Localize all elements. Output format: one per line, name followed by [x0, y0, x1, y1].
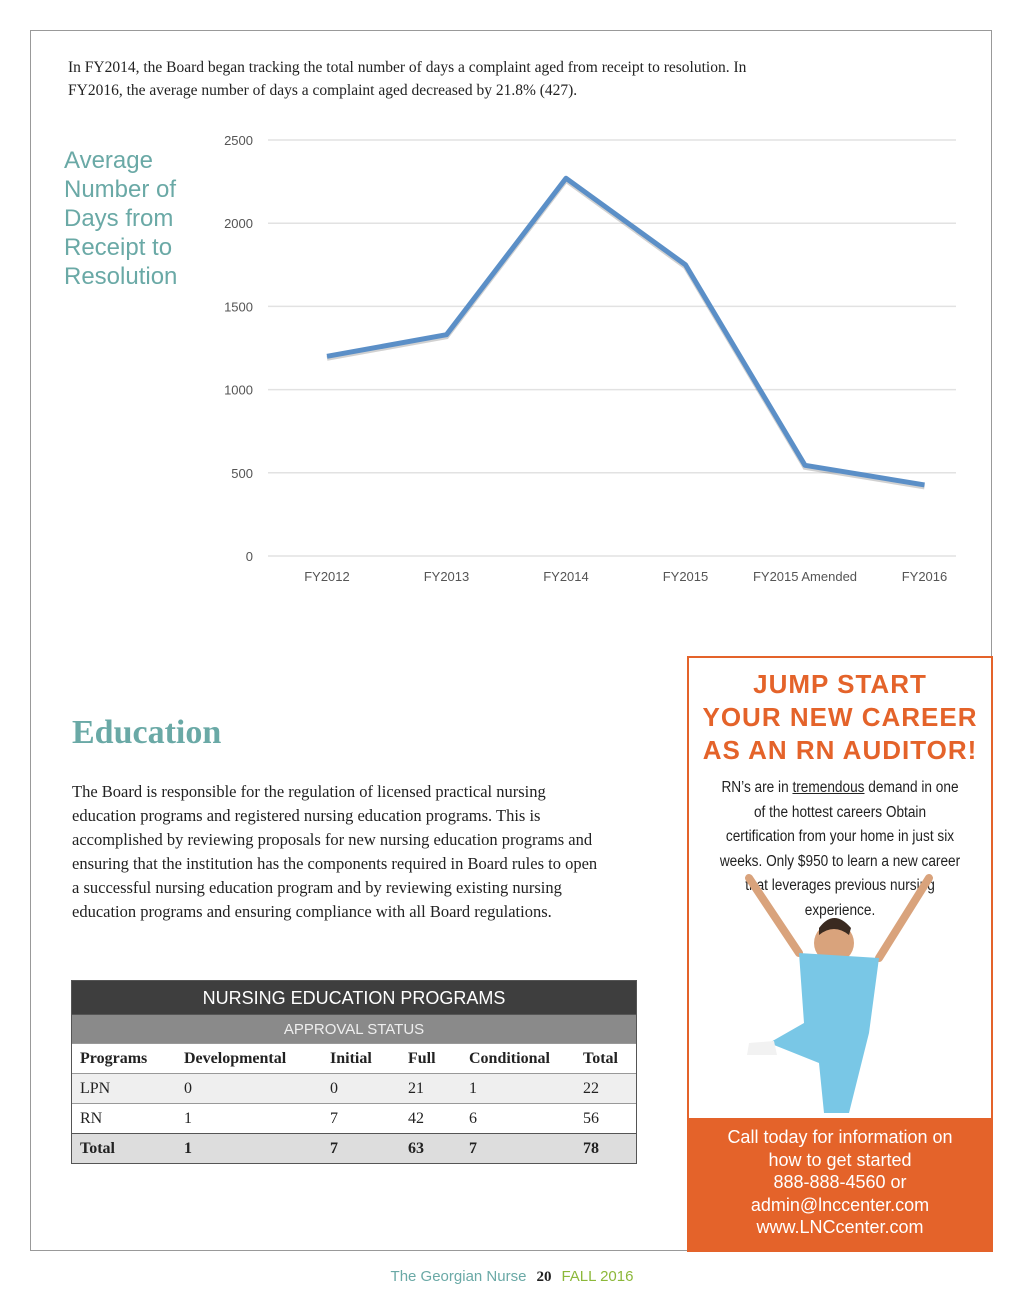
- cell: 78: [583, 1140, 599, 1157]
- publication-name: The Georgian Nurse: [390, 1268, 527, 1285]
- cell: 6: [469, 1110, 477, 1127]
- cell: LPN: [80, 1080, 111, 1097]
- ad-contact-line: how to get started: [768, 1149, 912, 1170]
- cell: 7: [330, 1110, 338, 1127]
- jumping-nurse-image: [745, 874, 933, 1113]
- series-line-shadow: [326, 176, 925, 490]
- education-heading: Education: [72, 714, 222, 751]
- x-tick-label: FY2015 Amended: [753, 569, 857, 584]
- header-cell: Programs: [80, 1050, 148, 1067]
- y-tick-label: 500: [231, 466, 253, 481]
- education-body: The Board is responsible for the regulat…: [72, 782, 598, 921]
- ad-email[interactable]: admin@lnccenter.com: [750, 1194, 930, 1215]
- header-cell: Full: [408, 1050, 436, 1067]
- rn-auditor-advertisement[interactable]: JUMP START YOUR NEW CAREER AS AN RN AUDI…: [687, 656, 993, 1252]
- y-tick-label: 0: [246, 549, 253, 564]
- ad-headline: JUMP START YOUR NEW CAREER AS AN RN AUDI…: [689, 668, 991, 767]
- y-tick-label: 1000: [224, 383, 253, 398]
- ad-body: RN’s are in tremendous demand in one of …: [719, 776, 960, 923]
- ad-website[interactable]: www.LNCcenter.com: [756, 1217, 924, 1237]
- header-cell: Developmental: [184, 1050, 287, 1067]
- table-subtitle: APPROVAL STATUS: [72, 1014, 636, 1043]
- ad-headline-line: JUMP START: [753, 669, 927, 699]
- ad-text: demand in one of the hottest careers Obt…: [719, 779, 961, 919]
- page-footer: The Georgian Nurse 20 FALL 2016: [0, 1268, 1024, 1286]
- ad-headline-line: YOUR NEW CAREER: [702, 702, 978, 732]
- ad-contact: Call today for information on how to get…: [687, 1118, 993, 1252]
- table-header-row: Programs Developmental Initial Full Cond…: [72, 1043, 636, 1073]
- x-tick-label: FY2014: [543, 569, 589, 584]
- series-line: [326, 175, 925, 488]
- cell: 1: [184, 1140, 192, 1157]
- cell: 1: [184, 1110, 192, 1127]
- header-cell: Conditional: [469, 1050, 550, 1067]
- x-tick-label: FY2012: [304, 569, 350, 584]
- ad-contact-line: Call today for information on: [727, 1127, 953, 1147]
- ad-phone[interactable]: 888-888-4560 or: [773, 1172, 907, 1192]
- nursing-programs-table: NURSING EDUCATION PROGRAMS APPROVAL STAT…: [71, 980, 637, 1164]
- issue-label: FALL 2016: [561, 1268, 634, 1285]
- x-tick-label: FY2015: [663, 569, 709, 584]
- table-total-row: Total 1 7 63 7 78: [72, 1133, 636, 1163]
- ad-text: RN’s are in: [721, 779, 793, 796]
- cell: 7: [330, 1140, 338, 1157]
- cell: 1: [469, 1080, 477, 1097]
- cell: 22: [583, 1080, 599, 1097]
- x-tick-label: FY2013: [424, 569, 470, 584]
- y-tick-label: 1500: [224, 299, 253, 314]
- ad-headline-line: AS AN RN AUDITOR!: [702, 735, 978, 765]
- cell: 0: [184, 1080, 192, 1097]
- line-chart: 0 500 1000 1500 2000 2500 FY2012 FY2013 FY2014 FY…: [224, 133, 956, 584]
- cell: 21: [408, 1080, 424, 1097]
- ad-text-emphasis: tremendous: [792, 779, 865, 796]
- chart-title: Average Number of Days from Receipt to R…: [64, 147, 178, 290]
- header-cell: Initial: [330, 1050, 372, 1067]
- table-row: LPN 0 0 21 1 22: [72, 1073, 636, 1103]
- table-title: NURSING EDUCATION PROGRAMS: [72, 981, 636, 1014]
- cell: RN: [80, 1110, 103, 1127]
- page-frame: [30, 30, 992, 1251]
- header-cell: Total: [583, 1050, 618, 1067]
- cell: 63: [408, 1140, 424, 1157]
- intro-paragraph: In FY2014, the Board began tracking the …: [68, 59, 747, 99]
- cell: 7: [469, 1140, 477, 1157]
- cell: 42: [408, 1110, 424, 1127]
- page-number: 20: [536, 1269, 552, 1285]
- table-row: RN 1 7 42 6 56: [72, 1103, 636, 1133]
- y-tick-label: 2500: [224, 133, 253, 148]
- y-tick-label: 2000: [224, 216, 253, 231]
- cell: 0: [330, 1080, 338, 1097]
- cell: 56: [583, 1110, 599, 1127]
- x-tick-label: FY2016: [902, 569, 948, 584]
- cell: Total: [80, 1140, 115, 1157]
